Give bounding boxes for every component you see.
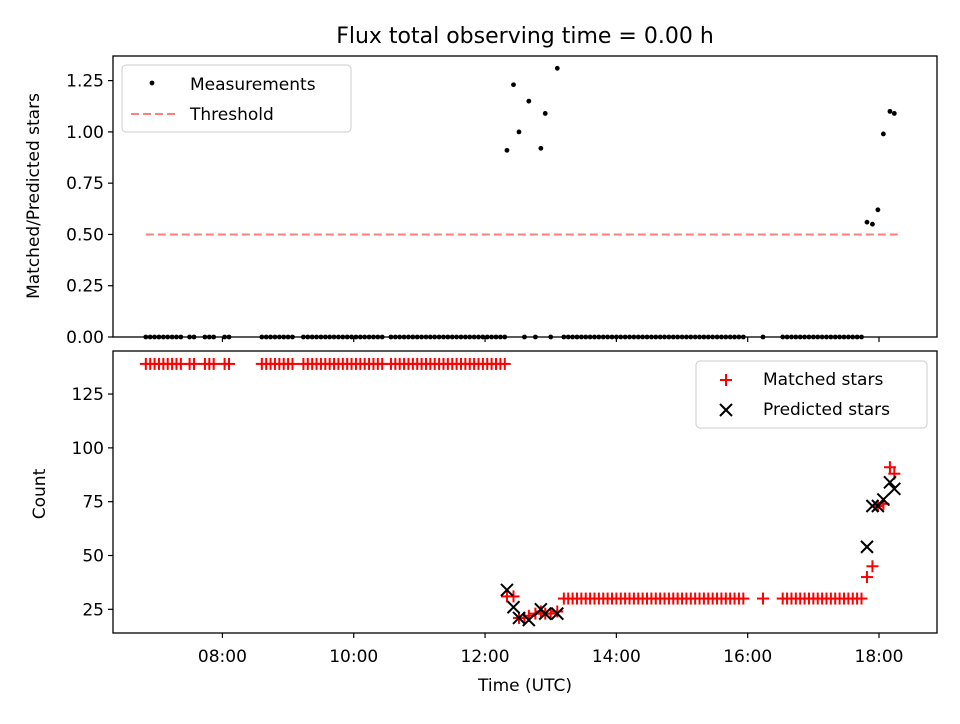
top-y-axis-ticks: 0.00 0.25 0.50 0.75 1.00 1.25 <box>66 72 113 348</box>
legend-predicted-marker <box>719 403 733 417</box>
predicted-star-point <box>865 499 880 513</box>
matched-star-point <box>757 592 770 605</box>
matched-star-point <box>544 607 557 620</box>
predicted-star-stroke-b <box>883 475 897 490</box>
matched-star-point <box>855 592 868 605</box>
predicted-star-stroke-b <box>538 606 552 621</box>
predicted-star-point <box>512 611 526 625</box>
predicted-star-stroke-b <box>876 492 891 507</box>
top-y-tick-label: 1.00 <box>66 123 104 143</box>
bottom-legend-box <box>695 360 928 429</box>
measurement-point <box>511 82 516 88</box>
predicted-star-stroke-b <box>506 600 521 614</box>
bottom-x-tick-label: 12:00 <box>461 647 510 667</box>
top-y-tick-label: 1.25 <box>66 72 104 92</box>
measurement-point <box>864 219 870 225</box>
legend-measurements-label: Measurements <box>190 75 316 95</box>
matched-star-point <box>187 357 200 370</box>
top-y-axis-label: Matched/Predicted stars <box>24 93 44 299</box>
top-y-tick-label: 0.00 <box>66 328 104 348</box>
measurement-point <box>554 65 560 71</box>
bottom-y-tick-label: 75 <box>82 493 104 513</box>
measurement-point <box>526 98 532 104</box>
predicted-star-stroke-b <box>522 613 536 627</box>
bottom-y-tick-label: 125 <box>72 385 104 405</box>
bottom-plot-frame <box>112 350 938 634</box>
bottom-panel: 25 50 75 100 125 08:00 10:00 12:00 14:00 16:00 18… <box>30 350 938 696</box>
bottom-x-tick-label: 08:00 <box>198 647 247 667</box>
bottom-x-tick-label: 10:00 <box>329 647 378 667</box>
measurement-point <box>870 221 875 227</box>
top-legend: Measurements Threshold <box>121 64 352 133</box>
top-plot-frame <box>112 55 938 338</box>
predicted-star-point <box>876 492 891 507</box>
predicted-star-point <box>506 600 521 614</box>
bottom-x-tick-label: 16:00 <box>723 647 772 667</box>
bottom-x-tick-label: 14:00 <box>592 647 641 667</box>
measurement-point <box>538 145 544 151</box>
predicted-star-stroke-b <box>500 583 514 597</box>
top-x-axis-ticks <box>221 337 880 342</box>
legend-matched-label: Matched stars <box>763 370 883 390</box>
legend-matched-marker <box>720 374 732 386</box>
predicted-stars-series <box>500 475 902 627</box>
matched-star-point <box>222 357 235 370</box>
bottom-y-axis-ticks: 25 50 75 100 125 <box>72 385 113 620</box>
predicted-star-point <box>522 613 536 627</box>
predicted-star-point <box>887 482 902 496</box>
legend-measurements-marker <box>149 80 155 86</box>
top-y-tick-label: 0.75 <box>66 174 104 194</box>
top-y-tick-label: 0.50 <box>66 225 104 245</box>
bottom-x-tick-label: 18:00 <box>855 647 904 667</box>
figure-title: Flux total observing time = 0.00 h <box>336 24 714 49</box>
predicted-star-stroke-b <box>550 606 564 621</box>
measurement-point <box>887 108 893 114</box>
measurement-point <box>891 111 897 116</box>
bottom-y-tick-label: 50 <box>82 547 104 567</box>
matched-star-point <box>883 461 896 474</box>
predicted-star-stroke-b <box>887 482 902 496</box>
bottom-y-tick-label: 100 <box>72 439 104 459</box>
predicted-star-stroke-b <box>860 540 874 554</box>
bottom-y-tick-label: 25 <box>82 600 104 620</box>
bottom-x-axis-label: Time (UTC) <box>477 676 572 696</box>
predicted-star-point <box>860 540 874 554</box>
predicted-star-point <box>500 583 514 597</box>
bottom-legend: Matched stars Predicted stars <box>695 360 928 429</box>
matched-star-point <box>507 590 520 603</box>
legend-threshold-label: Threshold <box>189 105 274 125</box>
top-y-tick-label: 0.25 <box>66 277 104 297</box>
matched-star-point <box>860 571 873 584</box>
predicted-star-point <box>883 475 897 490</box>
matched-star-point <box>551 605 564 618</box>
legend-predicted-label: Predicted stars <box>763 400 890 420</box>
matched-star-point <box>498 357 511 370</box>
matched-star-point <box>207 357 220 370</box>
predicted-star-stroke-b <box>512 611 526 625</box>
bottom-y-axis-label: Count <box>30 468 50 519</box>
measurement-point <box>875 207 881 213</box>
matched-star-point <box>737 592 750 605</box>
top-legend-box <box>121 64 352 133</box>
predicted-star-stroke-b <box>865 499 880 513</box>
predicted-star-point <box>550 606 564 621</box>
matched-stars-series <box>139 357 901 624</box>
matched-star-point <box>866 560 879 573</box>
measurement-point <box>880 131 886 137</box>
bottom-x-axis-ticks: 08:00 10:00 12:00 14:00 16:00 18:00 <box>198 633 904 667</box>
measurement-point <box>516 129 522 135</box>
measurement-point <box>542 111 548 116</box>
predicted-star-point <box>538 606 552 621</box>
top-panel: 0.00 0.25 0.50 0.75 1.00 1.25 Matched/Predict… <box>24 55 938 348</box>
matched-star-point <box>286 357 299 370</box>
measurement-point <box>504 147 510 153</box>
